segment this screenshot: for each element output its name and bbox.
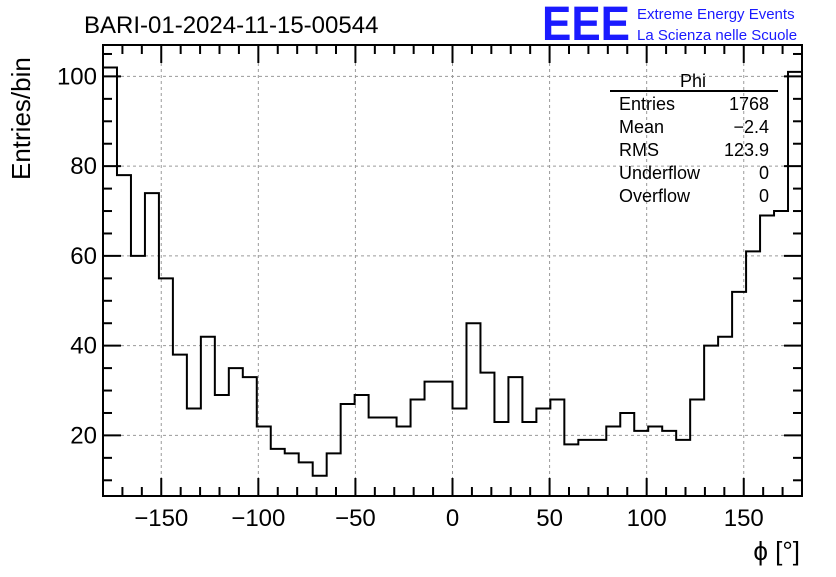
x-tick-label: 100 — [627, 505, 667, 532]
x-tick-label: 0 — [446, 505, 459, 532]
stats-value: 0 — [759, 163, 769, 183]
stats-value: 1768 — [729, 94, 769, 114]
y-tick-label: 40 — [70, 333, 97, 360]
logo-line-1: Extreme Energy Events — [637, 6, 795, 23]
stats-label: Overflow — [619, 186, 691, 206]
stats-label: Underflow — [619, 163, 701, 183]
y-tick-labels: 20 40 60 80 100 — [57, 63, 97, 449]
x-tick-label: 50 — [536, 505, 563, 532]
eee-logo: EEE Extreme Energy Events La Scienza nel… — [542, 0, 797, 51]
y-tick-label: 20 — [70, 422, 97, 449]
y-tick-label: 100 — [57, 63, 97, 90]
stats-title: Phi — [680, 71, 706, 91]
stats-value: 0 — [759, 186, 769, 206]
logo-line-2: La Scienza nelle Scuole — [637, 27, 797, 44]
stats-label: Entries — [619, 94, 675, 114]
x-tick-label: −50 — [335, 505, 376, 532]
axis-ticks — [102, 45, 803, 496]
y-tick-label: 60 — [70, 243, 97, 270]
x-tick-label: 150 — [724, 505, 764, 532]
x-tick-label: −150 — [134, 505, 188, 532]
x-tick-labels: −150 −100 −50 0 50 100 150 — [134, 505, 764, 532]
histogram-line — [103, 66, 802, 477]
y-axis-label: Entries/bin — [6, 57, 36, 180]
stats-rows: Entries 1768 Mean −2.4 RMS 123.9 Underflow 0 Ove… — [619, 94, 769, 206]
chart-title: BARI-01-2024-11-15-00544 — [84, 12, 378, 39]
stats-value: −2.4 — [733, 117, 769, 137]
grid-lines — [103, 45, 802, 496]
x-tick-label: −100 — [231, 505, 285, 532]
eee-logo-mark: EEE — [542, 0, 630, 51]
stats-label: Mean — [619, 117, 664, 137]
x-axis-label: ϕ [°] — [753, 536, 800, 566]
y-tick-label: 80 — [70, 153, 97, 180]
stats-value: 123.9 — [724, 140, 769, 160]
stats-box: Phi Entries 1768 Mean −2.4 RMS 123.9 Underflow… — [610, 71, 778, 206]
stats-label: RMS — [619, 140, 659, 160]
